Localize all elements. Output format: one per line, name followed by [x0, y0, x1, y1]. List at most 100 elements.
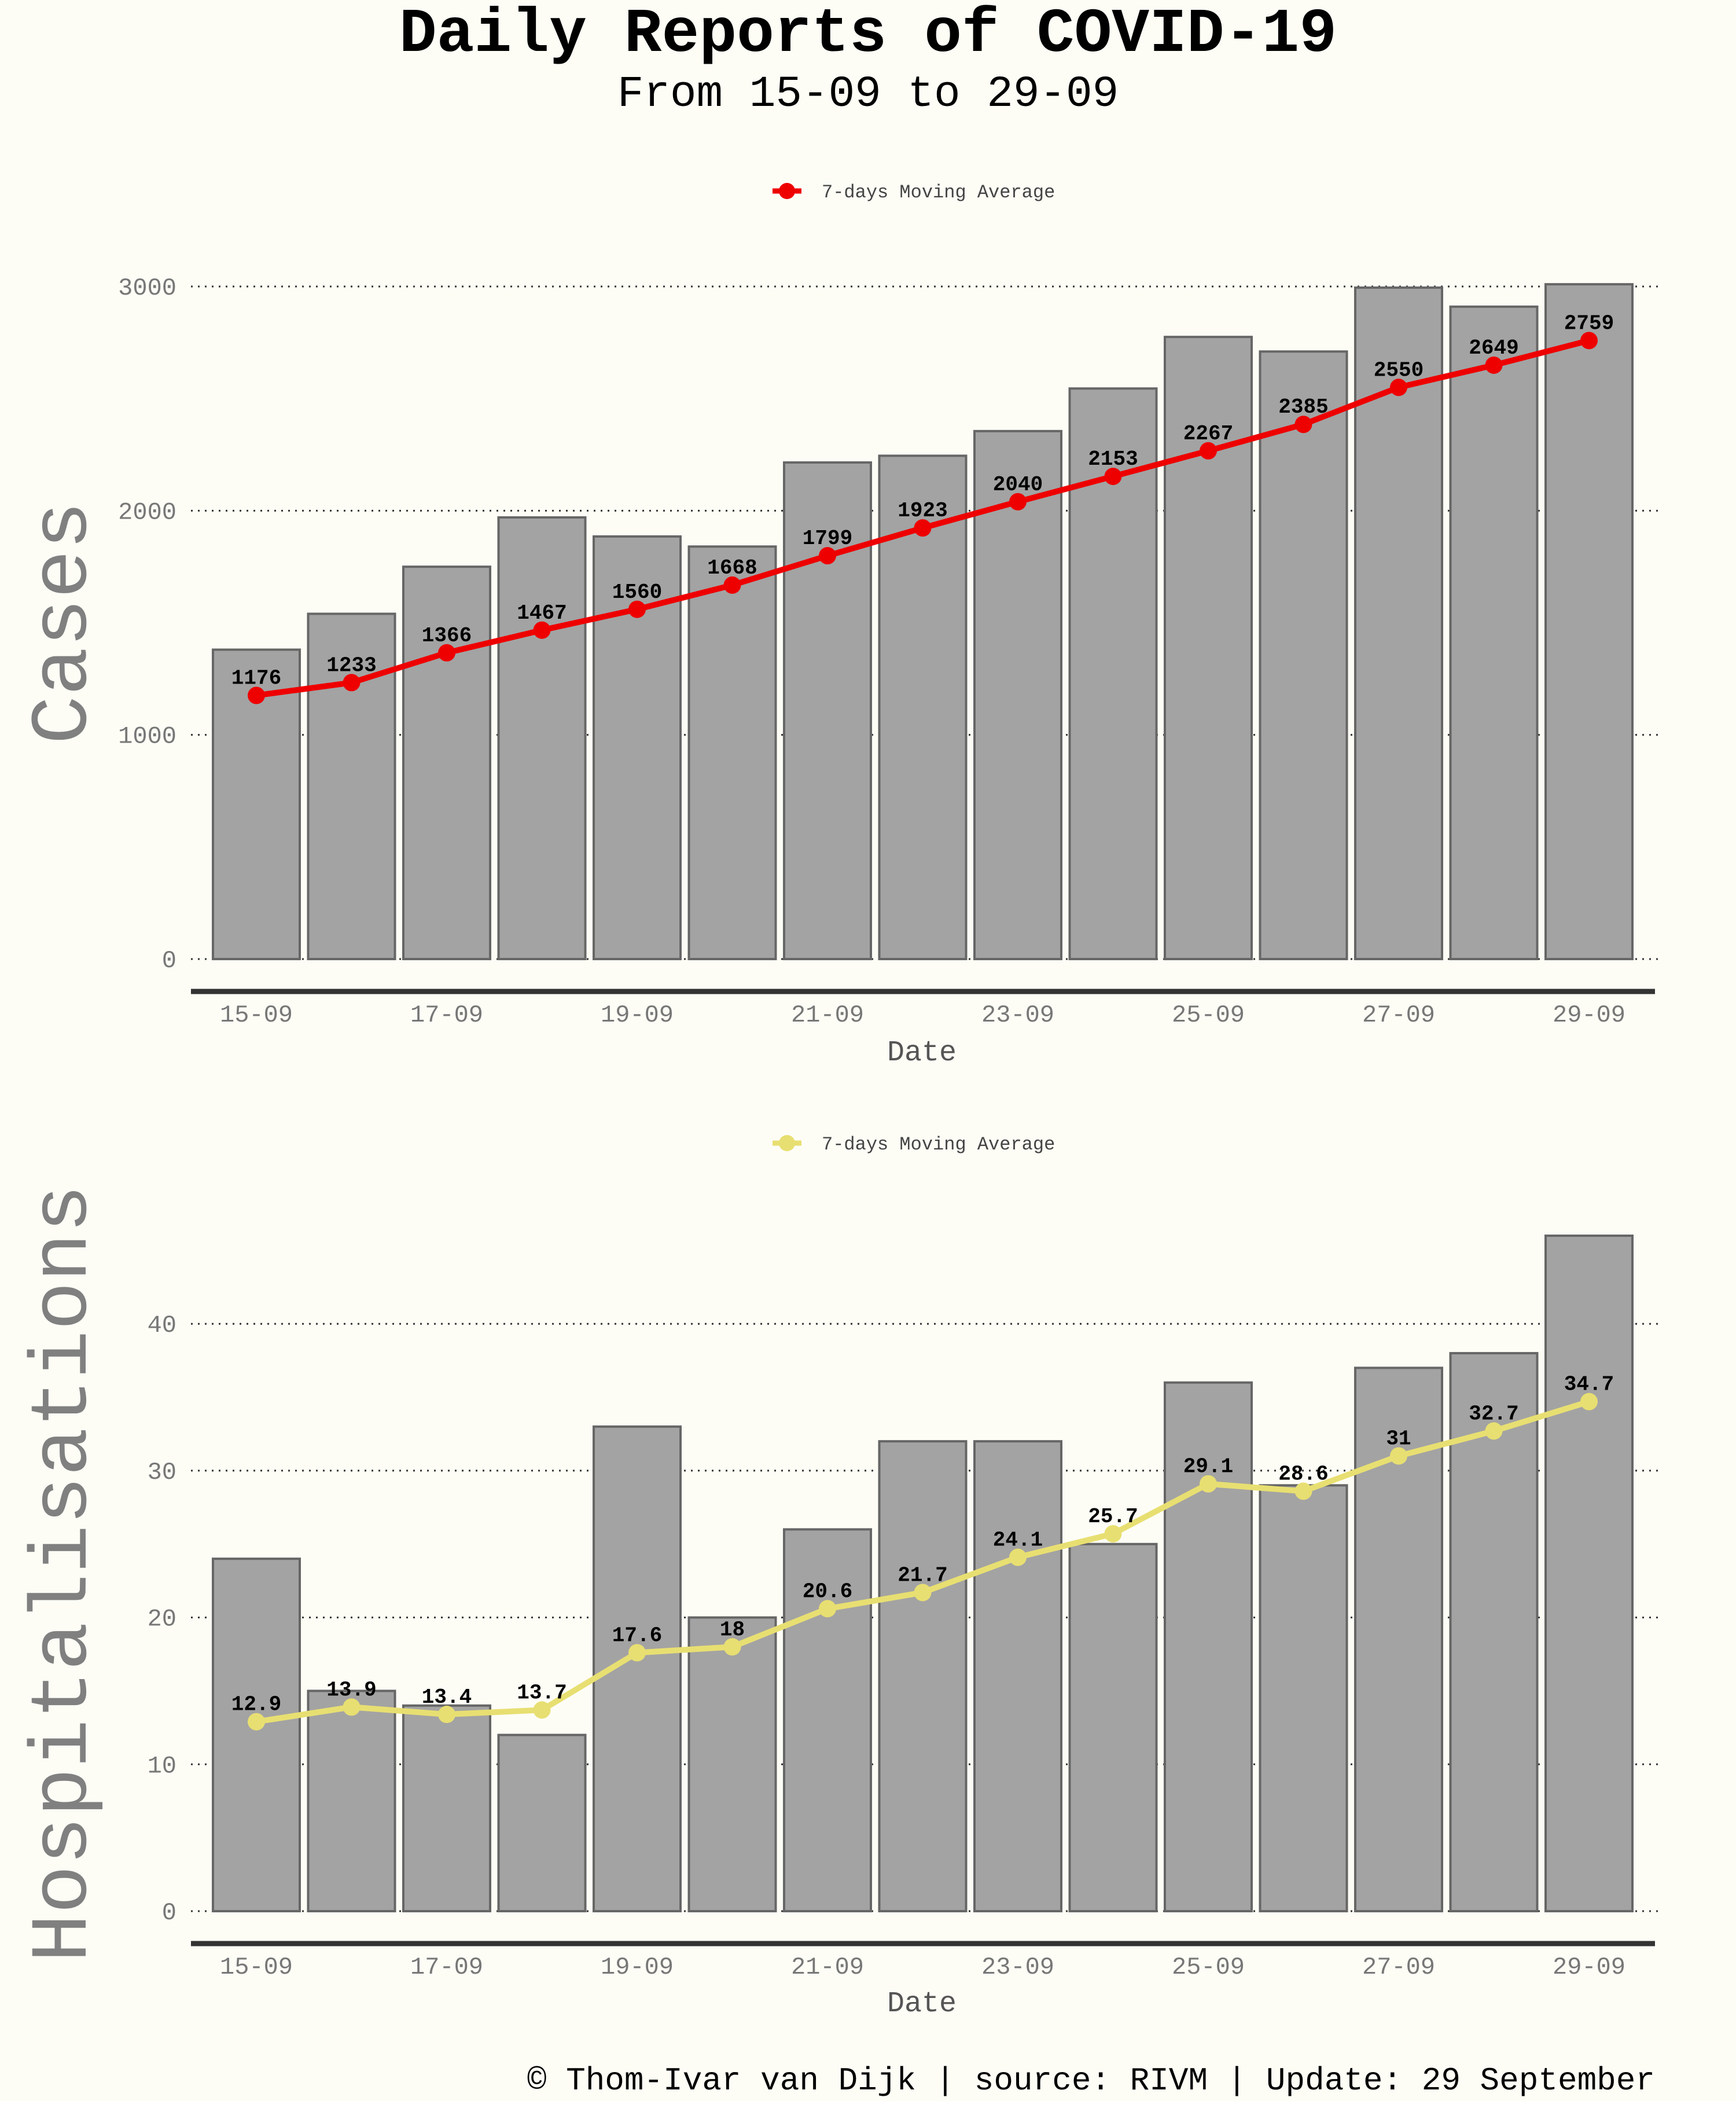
- data-label: 1366: [422, 624, 472, 648]
- series-point: [343, 1698, 361, 1716]
- x-axis-title: Date: [887, 1988, 957, 2021]
- y-tick-label: 1000: [118, 723, 176, 751]
- y-axis-title: Cases: [19, 501, 111, 744]
- series-point: [1294, 416, 1312, 434]
- data-label: 1560: [612, 581, 662, 604]
- data-label: 31: [1386, 1427, 1411, 1451]
- data-label: 13.4: [422, 1685, 472, 1709]
- data-label: 32.7: [1469, 1402, 1518, 1426]
- data-label: 2153: [1088, 447, 1138, 471]
- legend-marker: [779, 1135, 795, 1151]
- series-point: [1390, 379, 1407, 396]
- series-point: [628, 1644, 646, 1662]
- y-tick-label: 20: [148, 1606, 176, 1633]
- series-point: [1200, 1475, 1217, 1493]
- series-point: [1009, 493, 1027, 510]
- x-tick-label: 17-09: [410, 1001, 483, 1029]
- data-label: 2040: [993, 473, 1043, 497]
- series-point: [1104, 468, 1122, 486]
- series-point: [1390, 1447, 1407, 1465]
- y-tick-label: 2000: [118, 498, 176, 526]
- bar: [1449, 305, 1539, 960]
- series-point: [1580, 332, 1598, 350]
- footer-credit: © Thom-Ivar van Dijk | source: RIVM | Up…: [527, 2062, 1655, 2099]
- x-tick-label: 29-09: [1553, 1953, 1625, 1981]
- x-axis-title: Date: [887, 1037, 957, 1070]
- data-label: 25.7: [1088, 1505, 1138, 1529]
- x-tick-label: 23-09: [981, 1001, 1054, 1029]
- y-tick-label: 0: [162, 1899, 176, 1927]
- data-label: 17.6: [612, 1623, 662, 1647]
- series-point: [343, 674, 361, 692]
- chart-subtitle: From 15-09 to 29-09: [617, 69, 1119, 119]
- series-point: [533, 621, 551, 639]
- series-point: [1200, 442, 1217, 460]
- y-tick-label: 3000: [118, 274, 176, 302]
- bar: [687, 545, 777, 960]
- y-tick-label: 40: [148, 1312, 176, 1339]
- chart-title: Daily Reports of COVID-19: [399, 0, 1337, 70]
- series-point: [1104, 1525, 1122, 1543]
- data-label: 20.6: [803, 1580, 852, 1603]
- x-tick-label: 19-09: [601, 1953, 674, 1981]
- series-point: [914, 519, 932, 537]
- series-point: [628, 600, 646, 618]
- legend: 7-days Moving Average: [773, 1134, 1055, 1155]
- data-label: 1799: [803, 527, 852, 550]
- series-point: [1009, 1548, 1027, 1566]
- y-tick-label: 10: [148, 1752, 176, 1780]
- data-label: 12.9: [231, 1693, 281, 1717]
- series-point: [1294, 1482, 1312, 1500]
- bar: [783, 1528, 872, 1913]
- data-label: 1923: [898, 499, 947, 523]
- bar: [1164, 1381, 1253, 1912]
- x-tick-label: 25-09: [1172, 1953, 1245, 1981]
- bar: [1544, 283, 1634, 960]
- data-label: 34.7: [1564, 1373, 1614, 1397]
- bar: [878, 454, 968, 960]
- bar: [402, 1704, 491, 1913]
- series-point: [438, 644, 455, 662]
- x-tick-label: 27-09: [1362, 1953, 1435, 1981]
- data-label: 2385: [1278, 395, 1328, 419]
- legend-label: 7-days Moving Average: [822, 182, 1055, 203]
- data-label: 21.7: [898, 1563, 947, 1587]
- bar: [1259, 1484, 1348, 1913]
- chart-panel-2: 0 10 20 30 40 12.9 13.9 13.4 13.7 17.6 18 20.6 21.7 2…: [19, 1134, 1661, 2021]
- data-label: 2267: [1183, 422, 1233, 446]
- bar: [497, 1733, 587, 1912]
- series-point: [248, 1713, 265, 1731]
- bar: [687, 1616, 777, 1912]
- bar: [212, 1558, 301, 1912]
- bar: [402, 565, 491, 960]
- bar: [1449, 1351, 1539, 1912]
- bar: [1259, 350, 1348, 960]
- x-tick-label: 21-09: [791, 1001, 864, 1029]
- bar: [307, 1689, 396, 1913]
- series-point: [248, 686, 265, 704]
- series-point: [819, 1600, 836, 1618]
- x-tick-label: 21-09: [791, 1953, 864, 1981]
- series-point: [723, 1638, 741, 1656]
- series-point: [819, 547, 836, 565]
- data-label: 1233: [326, 653, 376, 677]
- series-point: [723, 576, 741, 594]
- x-tick-label: 17-09: [410, 1953, 483, 1981]
- chart-panel-1: 0 1000 2000 3000 1176 1233 1366 1467 1560 1668 179…: [19, 182, 1661, 1070]
- y-tick-label: 0: [162, 947, 176, 975]
- x-tick-label: 25-09: [1172, 1001, 1245, 1029]
- y-axis-title: Hospitalisations: [19, 1184, 111, 1962]
- bar: [1068, 1542, 1158, 1913]
- data-label: 1176: [231, 666, 281, 690]
- legend-marker: [779, 183, 795, 199]
- series-point: [438, 1706, 455, 1724]
- data-label: 13.7: [517, 1681, 567, 1705]
- data-label: 18: [720, 1618, 745, 1641]
- data-label: 29.1: [1183, 1455, 1233, 1479]
- bar: [878, 1440, 968, 1912]
- series-point: [533, 1701, 551, 1719]
- data-label: 2649: [1469, 336, 1518, 360]
- bar: [497, 516, 587, 960]
- x-tick-label: 15-09: [220, 1001, 293, 1029]
